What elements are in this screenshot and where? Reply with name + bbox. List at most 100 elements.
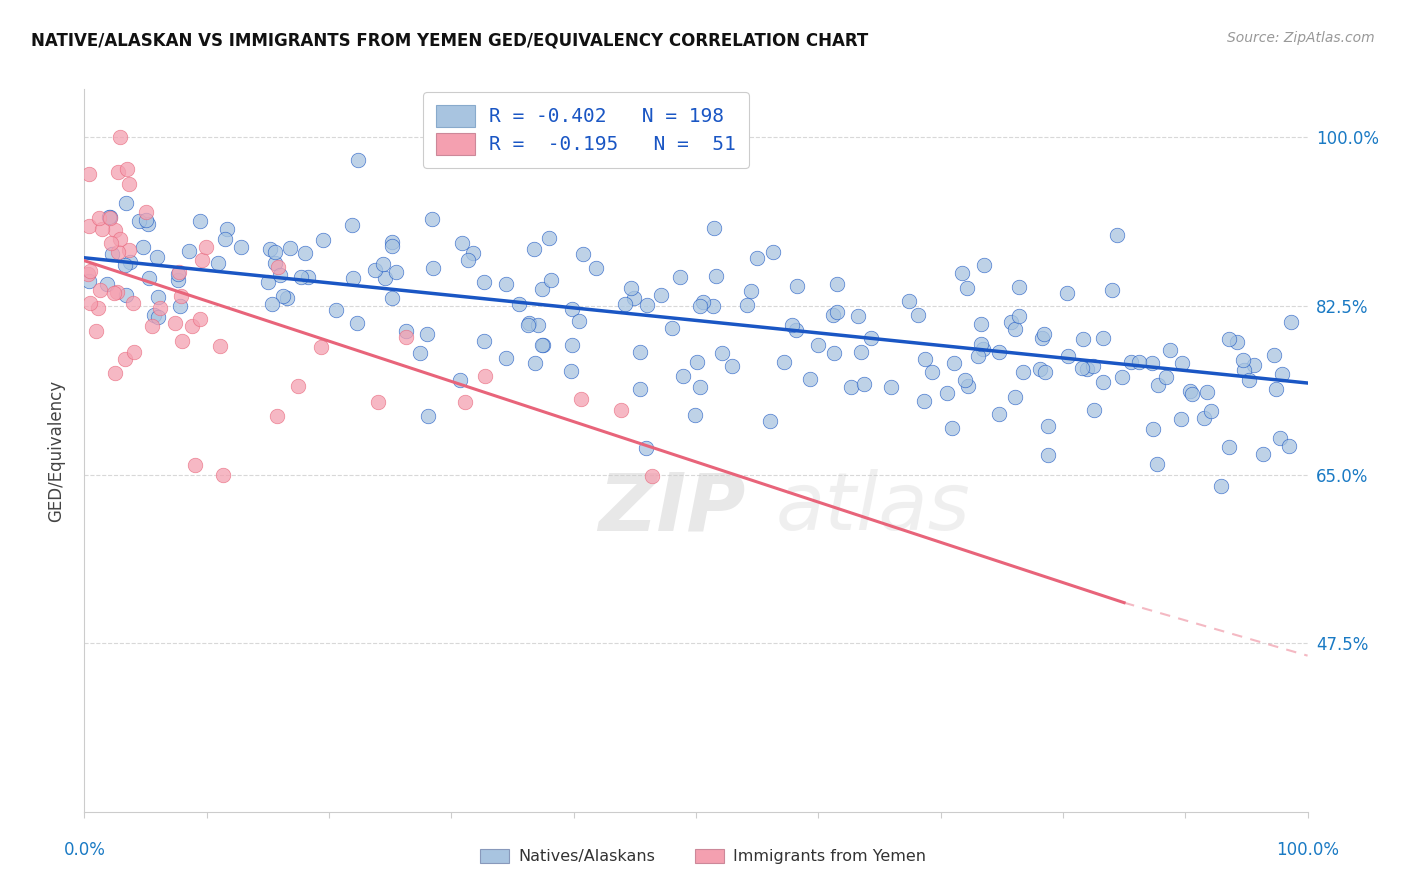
Point (740, 284, 762, 298)
Point (172, 334, 194, 348)
Point (98, 211, 121, 225)
Point (1140, 356, 1163, 370)
Point (912, 393, 935, 408)
Point (87, 211, 110, 225)
Point (1012, 366, 1035, 380)
Point (1232, 352, 1254, 367)
Point (780, 318, 803, 332)
Point (860, 331, 883, 345)
Point (416, 326, 439, 341)
Point (849, 345, 872, 359)
Point (523, 243, 546, 257)
Point (1218, 440, 1240, 454)
Point (1278, 439, 1301, 453)
Point (936, 385, 959, 400)
Point (371, 257, 394, 271)
Text: atlas: atlas (776, 469, 970, 548)
Point (759, 414, 782, 428)
Point (538, 231, 561, 245)
Point (271, 289, 294, 303)
Point (1142, 422, 1164, 436)
Point (1101, 283, 1123, 297)
Point (259, 242, 281, 256)
Point (422, 211, 444, 226)
Point (1263, 349, 1285, 363)
Point (381, 235, 404, 250)
Point (107, 164, 129, 178)
Point (1004, 390, 1026, 404)
Point (118, 177, 141, 191)
Point (294, 245, 316, 260)
Point (747, 251, 769, 265)
Point (167, 265, 190, 279)
Point (973, 258, 995, 272)
Point (1081, 359, 1104, 373)
Point (686, 354, 709, 368)
Point (257, 275, 280, 289)
Point (531, 337, 554, 351)
Point (527, 318, 550, 332)
Point (969, 317, 991, 331)
Point (422, 260, 444, 275)
Point (312, 233, 335, 247)
Point (373, 271, 395, 285)
Point (264, 256, 287, 270)
Point (418, 409, 440, 423)
Point (77, 267, 100, 281)
Point (98, 211, 121, 225)
Point (907, 308, 929, 322)
Point (1243, 358, 1265, 372)
Point (1056, 286, 1078, 301)
Text: 0.0%: 0.0% (63, 840, 105, 859)
Point (132, 239, 155, 253)
Point (180, 318, 202, 333)
Point (721, 359, 744, 373)
Point (530, 282, 553, 296)
Point (367, 395, 389, 409)
Point (955, 373, 977, 387)
Point (309, 340, 332, 354)
Point (209, 339, 232, 353)
Point (495, 351, 517, 366)
Point (1270, 431, 1292, 445)
Point (395, 324, 418, 338)
Point (214, 232, 236, 246)
Point (508, 297, 530, 311)
Point (683, 408, 706, 422)
Point (988, 407, 1011, 421)
Point (163, 316, 186, 330)
Text: ZIP: ZIP (598, 469, 745, 548)
Point (1076, 361, 1098, 376)
Point (569, 392, 592, 406)
Point (266, 409, 288, 424)
Point (115, 162, 138, 177)
Point (188, 214, 211, 228)
Point (1181, 386, 1204, 401)
Point (278, 241, 301, 255)
Point (921, 365, 943, 379)
Point (269, 268, 291, 282)
Point (91, 222, 114, 236)
Point (702, 299, 724, 313)
Point (138, 271, 160, 285)
Point (1031, 331, 1053, 345)
Point (143, 308, 166, 322)
Point (191, 252, 214, 267)
Point (260, 297, 283, 311)
Point (77, 219, 100, 234)
Point (325, 303, 347, 318)
Point (472, 275, 495, 289)
Point (517, 318, 540, 333)
Point (84, 324, 107, 338)
Point (839, 380, 862, 394)
Point (385, 265, 408, 279)
Point (346, 316, 368, 330)
Point (96, 277, 118, 292)
Point (1178, 384, 1201, 399)
Point (970, 337, 993, 351)
Point (114, 258, 136, 272)
Point (101, 247, 124, 261)
Point (340, 219, 363, 233)
Point (568, 314, 591, 328)
Point (1036, 448, 1059, 462)
